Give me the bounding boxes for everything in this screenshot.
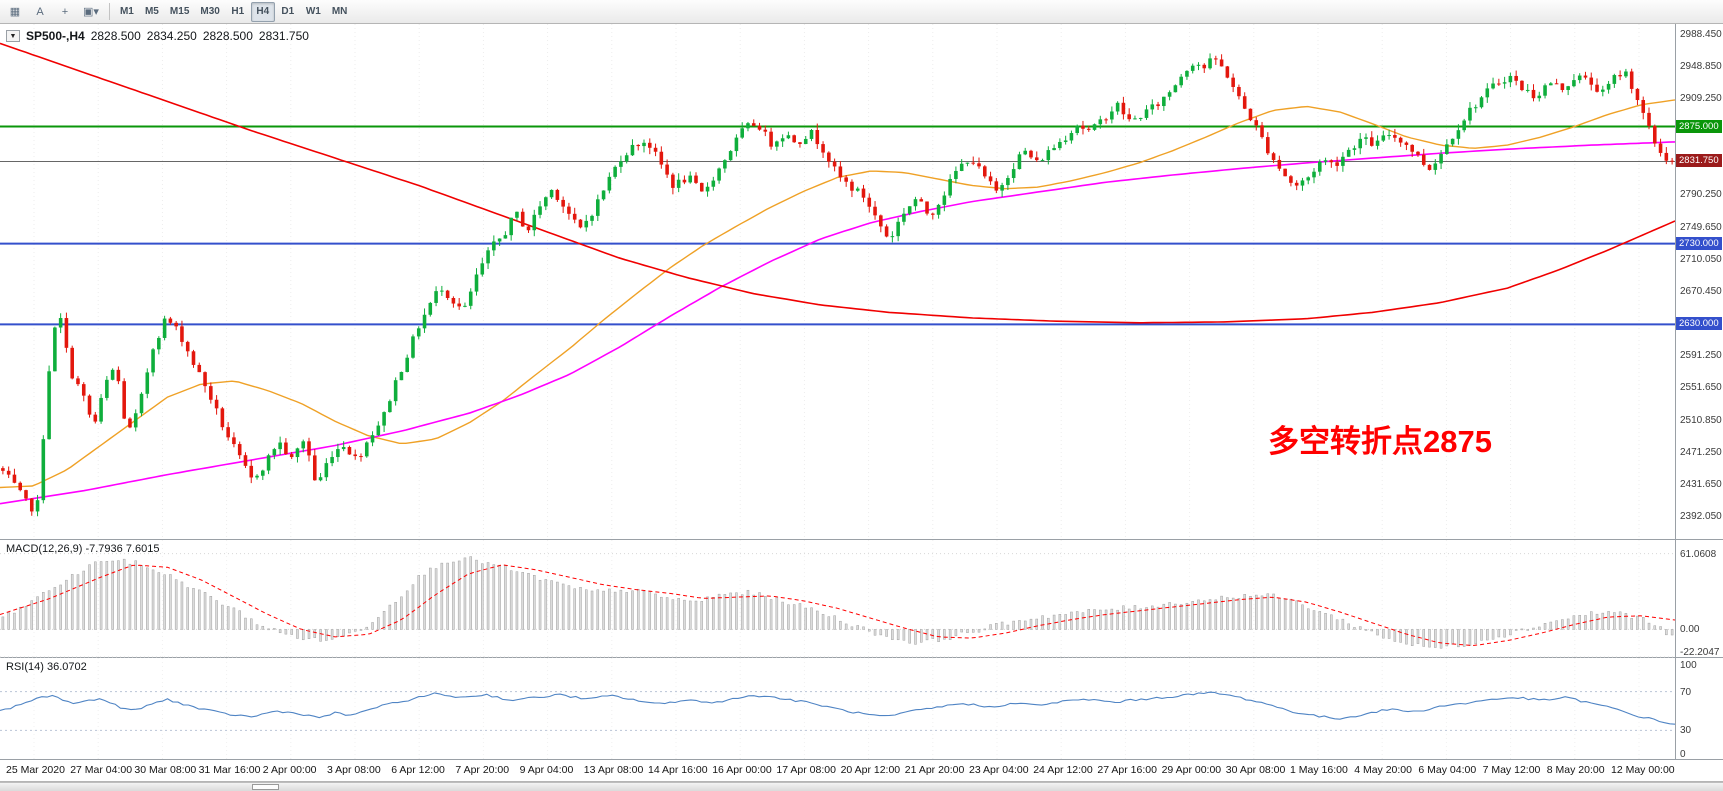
timeframe-h4[interactable]: H4: [250, 1, 275, 22]
macd-tick-label: 61.0608: [1680, 548, 1717, 560]
chart-window-icon[interactable]: ▦: [9, 6, 21, 18]
symbol-timeframe-label: SP500-,H4: [26, 29, 85, 43]
price-tick-label: 2710.050: [1680, 253, 1722, 265]
h-scrollbar-thumb[interactable]: [252, 784, 279, 790]
price-tick-label: 2431.650: [1680, 478, 1722, 490]
ma-orange-line: [0, 99, 1675, 489]
timeframe-m15[interactable]: M15: [169, 6, 190, 17]
time-axis-label: 27 Mar 04:00: [70, 764, 133, 776]
price-tick-label: 2510.850: [1680, 414, 1722, 426]
toolbar-icon-group: ▦ A + ▣▾: [3, 2, 104, 22]
rsi-tick-label: 30: [1680, 725, 1692, 737]
time-axis-label: 8 May 20:00: [1546, 764, 1605, 776]
rsi-line: [0, 691, 1675, 725]
level-tag-2875.000: 2875.000: [1676, 119, 1722, 133]
time-axis-label: 20 Apr 12:00: [840, 764, 901, 776]
price-axis-border: [1675, 24, 1676, 760]
macd-tick-label: 0.00: [1680, 624, 1700, 636]
level-tag-2630.000: 2630.000: [1676, 317, 1722, 331]
time-axis-label: 30 Mar 08:00: [134, 764, 197, 776]
ohlc-open: 2828.500: [90, 29, 141, 43]
time-axis[interactable]: 25 Mar 2020 27 Mar 04:00 30 Mar 08:00 31 Ma…: [0, 760, 1723, 782]
macd-indicator-label: MACD(12,26,9) -7.7936 7.6015: [6, 543, 160, 555]
time-axis-label: 24 Apr 12:00: [1033, 764, 1093, 776]
price-tick-label: 2591.250: [1680, 349, 1722, 361]
price-chart-panel[interactable]: [0, 24, 1723, 540]
symbol-menu-button[interactable]: ▼: [6, 30, 20, 42]
level-tag-2730.000: 2730.000: [1676, 236, 1722, 250]
time-axis-label: 13 Apr 08:00: [583, 764, 644, 776]
timeframe-h1[interactable]: H1: [231, 6, 245, 17]
ma-red-line: [0, 42, 1675, 324]
time-axis-label: 6 Apr 12:00: [391, 764, 445, 776]
ma-magenta-line: [0, 141, 1675, 505]
time-axis-label: 4 May 20:00: [1354, 764, 1412, 776]
price-tick-label: 2471.250: [1680, 446, 1722, 458]
time-axis-label: 9 Apr 04:00: [519, 764, 574, 776]
time-axis-label: 17 Apr 08:00: [776, 764, 836, 776]
price-tick-label: 2392.050: [1680, 510, 1722, 522]
cursor-a-icon[interactable]: A: [36, 5, 44, 18]
crosshair-icon[interactable]: +: [61, 5, 69, 18]
rsi-tick-label: 0: [1680, 749, 1686, 760]
rsi-canvas[interactable]: [0, 658, 1675, 760]
time-axis-label: 6 May 04:00: [1418, 764, 1477, 776]
rsi-tick-label: 100: [1680, 660, 1697, 671]
macd-tick-label: -22.2047: [1680, 647, 1720, 658]
time-axis-label: 1 May 16:00: [1290, 764, 1348, 776]
toolbar-separator: [108, 3, 110, 20]
ohlc-close: 2831.750: [258, 29, 309, 43]
timeframe-m5[interactable]: M5: [144, 6, 159, 17]
time-axis-label: 27 Apr 16:00: [1097, 764, 1157, 776]
ohlc-low: 2828.500: [202, 29, 253, 43]
status-bar: [0, 782, 1723, 791]
time-axis-label: 21 Apr 20:00: [904, 764, 965, 776]
time-axis-label: 14 Apr 16:00: [648, 764, 708, 776]
ohlc-high: 2834.250: [146, 29, 197, 43]
price-tick-label: 2948.850: [1680, 60, 1722, 72]
toolbar: ▦ A + ▣▾ M1 M5 M15 M30 H1 H4 D1 W1 MN: [0, 0, 1723, 24]
macd-histogram: [1, 556, 1674, 649]
chart-title: ▼ SP500-,H4 2828.500 2834.250 2828.500 2…: [6, 29, 309, 43]
rsi-indicator-label: RSI(14) 36.0702: [6, 661, 87, 673]
rsi-tick-label: 70: [1680, 686, 1692, 698]
macd-panel[interactable]: [0, 540, 1723, 658]
timeframe-d1[interactable]: D1: [281, 6, 295, 17]
time-axis-label: 12 May 00:00: [1611, 764, 1675, 776]
time-axis-label: 7 May 12:00: [1482, 764, 1541, 776]
timeframe-m1[interactable]: M1: [119, 6, 134, 17]
macd-canvas[interactable]: [0, 540, 1675, 658]
time-axis-label: 29 Apr 00:00: [1161, 764, 1222, 776]
price-tick-label: 2749.650: [1680, 221, 1722, 233]
price-chart-canvas[interactable]: [0, 24, 1675, 540]
price-tick-label: 2909.250: [1680, 92, 1722, 104]
current-price-tag: 2831.750: [1676, 154, 1722, 168]
templates-icon[interactable]: ▣▾: [83, 6, 99, 18]
time-axis-label: 31 Mar 16:00: [198, 764, 261, 776]
price-tick-label: 2551.650: [1680, 381, 1722, 393]
timeframe-m30[interactable]: M30: [200, 6, 220, 17]
time-axis-label: 23 Apr 04:00: [969, 764, 1029, 776]
price-tick-label: 2790.250: [1680, 188, 1722, 200]
time-axis-label: 16 Apr 00:00: [712, 764, 772, 776]
timeframe-w1[interactable]: W1: [305, 6, 321, 17]
timeframe-group: M1 M5 M15 M30 H1 H4 D1 W1 MN: [115, 1, 352, 22]
time-axis-label: 3 Apr 08:00: [327, 764, 381, 776]
price-tick-label: 2670.450: [1680, 285, 1722, 297]
time-axis-label: 2 Apr 00:00: [262, 764, 317, 776]
time-axis-label: 30 Apr 08:00: [1225, 764, 1286, 776]
annotation-text: 多空转折点2875: [1268, 424, 1492, 459]
price-tick-label: 2988.450: [1680, 28, 1722, 40]
rsi-panel[interactable]: [0, 658, 1723, 760]
macd-signal-line: [0, 564, 1675, 647]
candles-layer: [1, 53, 1674, 517]
time-axis-label: 7 Apr 20:00: [455, 764, 510, 776]
timeframe-mn[interactable]: MN: [331, 6, 348, 17]
time-axis-label: 25 Mar 2020: [6, 764, 65, 776]
